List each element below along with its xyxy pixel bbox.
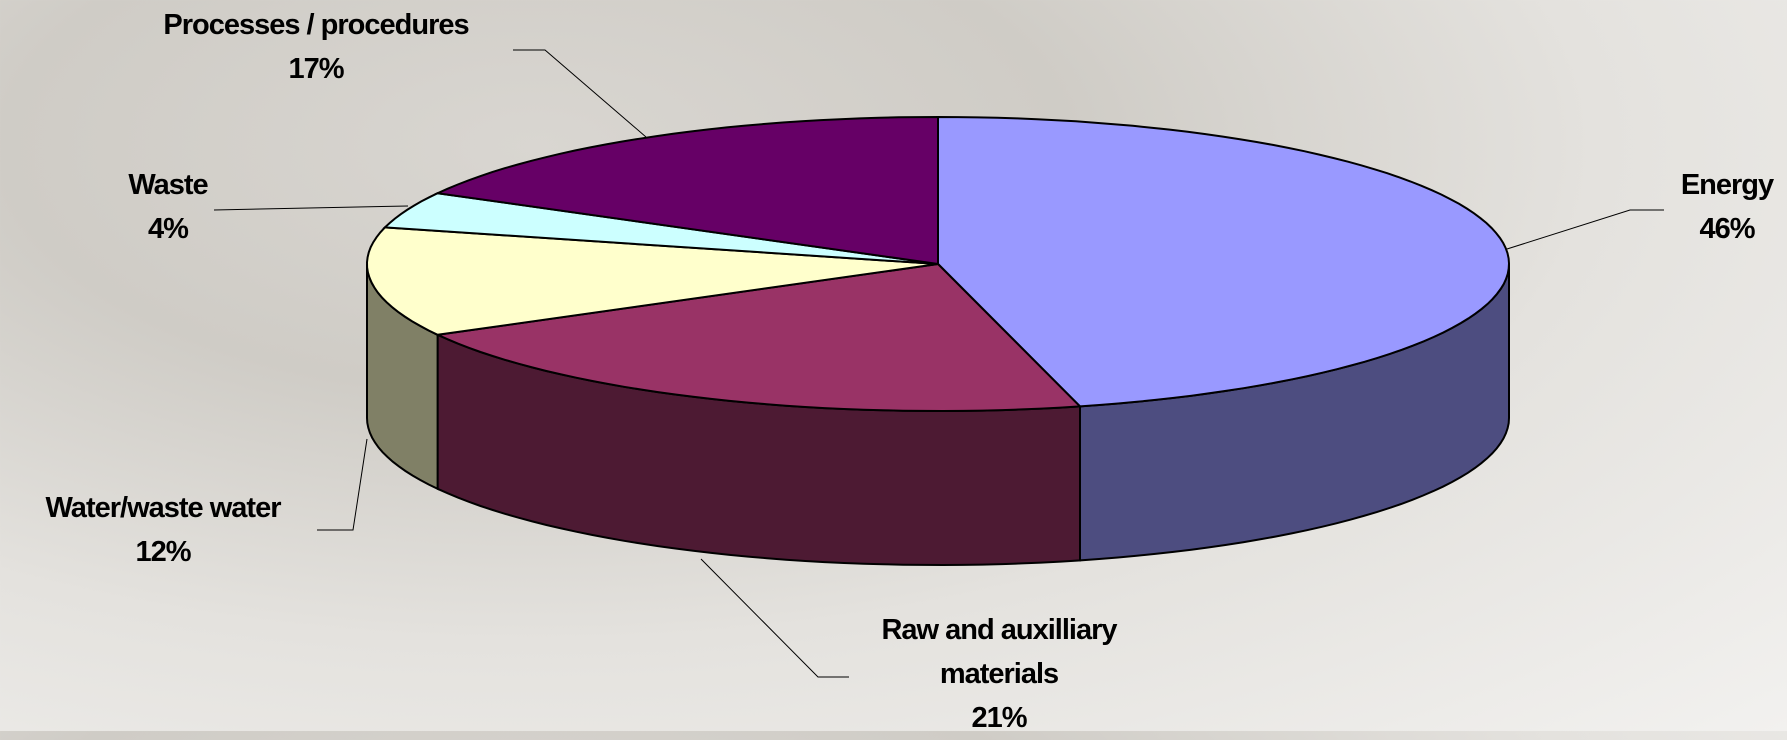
value-label: 17% (163, 47, 468, 91)
value-label: 4% (128, 207, 207, 251)
leader-line (513, 50, 646, 137)
value-label: 21% (849, 696, 1149, 740)
leader-line (1507, 210, 1664, 249)
category-label: Processes / procedures (163, 3, 468, 47)
category-label: Energy (1681, 163, 1773, 207)
page: (() => { const data = JSON.parse(documen… (0, 0, 1787, 731)
leader-line (214, 206, 408, 210)
value-label: 46% (1681, 207, 1773, 251)
leader-line (701, 559, 849, 677)
category-label: Raw and auxilliary materials (849, 608, 1149, 696)
category-label: Waste (128, 163, 207, 207)
category-label: Water/waste water (46, 486, 281, 530)
leader-line (317, 439, 367, 530)
value-label: 12% (46, 530, 281, 574)
